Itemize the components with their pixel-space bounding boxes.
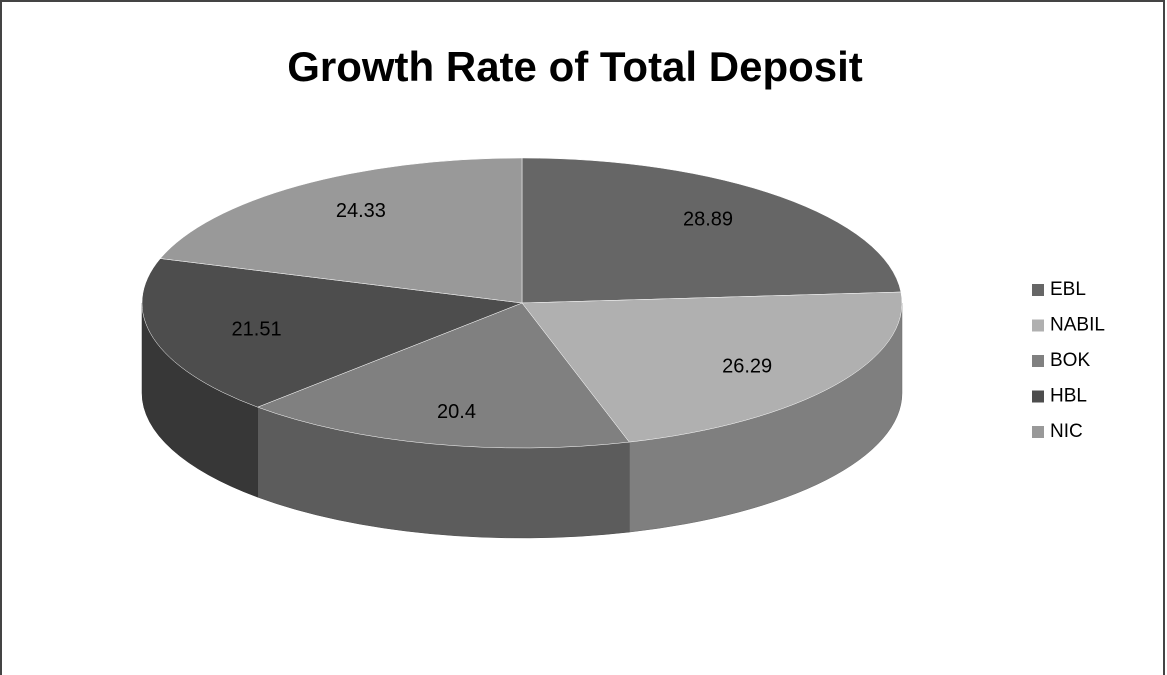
legend-label: EBL <box>1050 279 1086 300</box>
legend-label: BOK <box>1050 350 1090 371</box>
legend-swatch <box>1032 390 1044 403</box>
slice <box>521 157 902 304</box>
chart-title: Growth Rate of Total Deposit <box>287 43 863 90</box>
slice <box>141 258 523 408</box>
data-label: 26.29 <box>722 356 772 378</box>
legend-label: NABIL <box>1050 315 1105 336</box>
data-label: 24.33 <box>336 200 386 222</box>
legend-swatch <box>1032 284 1044 296</box>
slice <box>521 291 903 443</box>
data-label: 28.89 <box>683 208 733 230</box>
legend-swatch <box>1032 426 1044 438</box>
slice <box>256 302 630 449</box>
slice <box>159 157 523 304</box>
legend-swatch <box>1032 319 1044 332</box>
data-label: 21.51 <box>232 319 282 341</box>
legend-label: NIC <box>1050 421 1083 442</box>
legend-label: HBL <box>1050 386 1087 407</box>
data-label: 20.4 <box>437 401 476 423</box>
legend-swatch <box>1032 355 1044 367</box>
